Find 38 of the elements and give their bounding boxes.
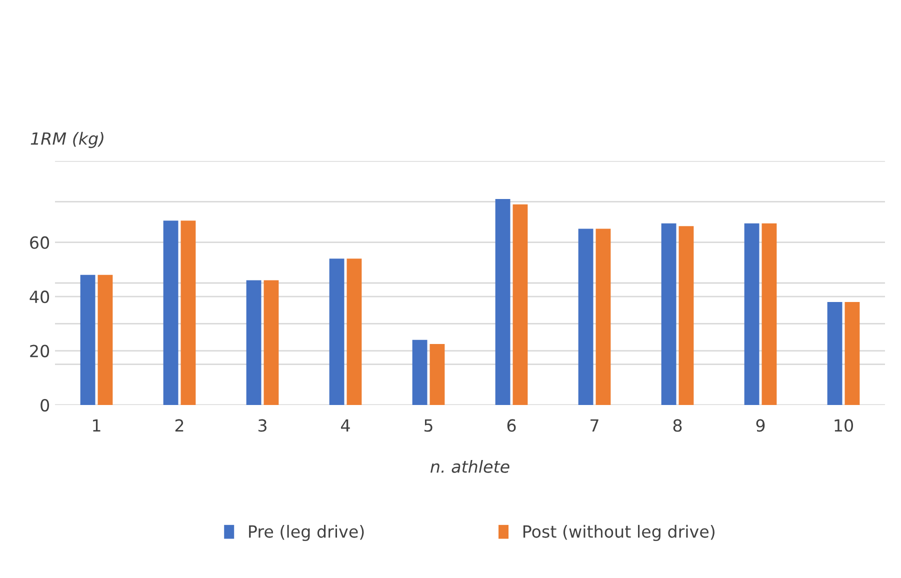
- bar: [264, 280, 279, 405]
- legend-label: Pre (leg drive): [249, 524, 364, 542]
- bar: [596, 228, 611, 405]
- y-axis-title: 1RM (kg): [30, 132, 104, 148]
- legend-label: Post (without leg drive): [523, 524, 714, 542]
- bar: [163, 220, 178, 405]
- bar: [744, 223, 760, 405]
- bar: [661, 223, 676, 405]
- bar: [512, 204, 528, 405]
- x-tick-label: 8: [673, 419, 682, 432]
- bar: [329, 258, 344, 405]
- x-axis-title: n. athlete: [430, 460, 510, 473]
- x-tick-label: 6: [507, 419, 516, 432]
- x-tick-label: 4: [341, 419, 350, 432]
- bar: [180, 220, 196, 405]
- bar: [98, 274, 113, 405]
- bar: [678, 226, 694, 405]
- x-tick-label: 1: [93, 419, 100, 432]
- bar: [578, 228, 594, 405]
- y-tick-label: 20: [30, 344, 50, 358]
- x-tick-label: 3: [258, 419, 266, 432]
- x-tick-label: 7: [590, 419, 598, 432]
- y-tick-label: 60: [30, 236, 50, 249]
- bar: [246, 280, 262, 405]
- bar: [430, 344, 445, 405]
- x-tick-label: 9: [756, 419, 765, 432]
- bar: [412, 340, 428, 405]
- bar: [762, 223, 777, 405]
- bar: [827, 302, 842, 405]
- bar: [844, 302, 860, 405]
- y-tick-label: 0: [40, 398, 50, 412]
- x-tick-label: 10: [834, 419, 853, 432]
- bar: [495, 198, 510, 405]
- x-tick-label: 2: [175, 419, 184, 432]
- y-tick-label: 40: [30, 290, 50, 304]
- bar: [346, 258, 362, 405]
- bar: [80, 274, 96, 405]
- x-tick-label: 5: [424, 419, 432, 432]
